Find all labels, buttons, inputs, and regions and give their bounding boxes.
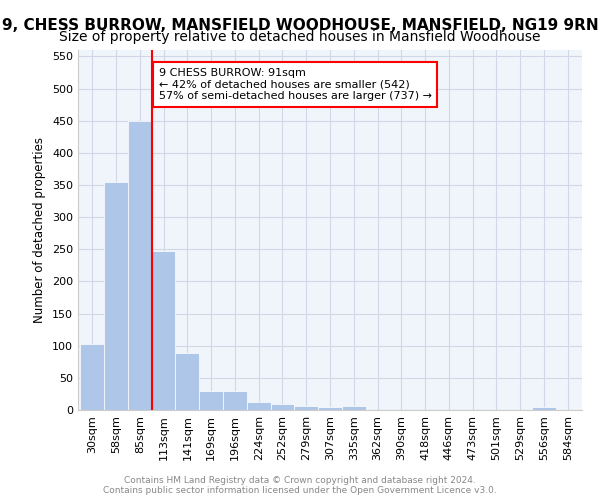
Bar (295, 406, 318, 410)
Y-axis label: Number of detached properties: Number of detached properties (34, 137, 46, 323)
Bar (80, 344, 104, 410)
Text: Contains HM Land Registry data © Crown copyright and database right 2024.
Contai: Contains HM Land Registry data © Crown c… (103, 476, 497, 495)
Bar (271, 404, 295, 410)
Bar (342, 406, 365, 410)
Text: 9, CHESS BURROW, MANSFIELD WOODHOUSE, MANSFIELD, NG19 9RN: 9, CHESS BURROW, MANSFIELD WOODHOUSE, MA… (2, 18, 598, 32)
Text: 9 CHESS BURROW: 91sqm
← 42% of detached houses are smaller (542)
57% of semi-det: 9 CHESS BURROW: 91sqm ← 42% of detached … (159, 68, 432, 101)
Text: Size of property relative to detached houses in Mansfield Woodhouse: Size of property relative to detached ho… (59, 30, 541, 44)
Bar (247, 402, 271, 410)
Bar (318, 407, 342, 410)
Bar (223, 390, 247, 410)
Bar (175, 354, 199, 410)
Bar (152, 251, 175, 410)
Bar (199, 390, 223, 410)
Bar (532, 407, 556, 410)
Bar (128, 120, 152, 410)
Bar (104, 182, 128, 410)
